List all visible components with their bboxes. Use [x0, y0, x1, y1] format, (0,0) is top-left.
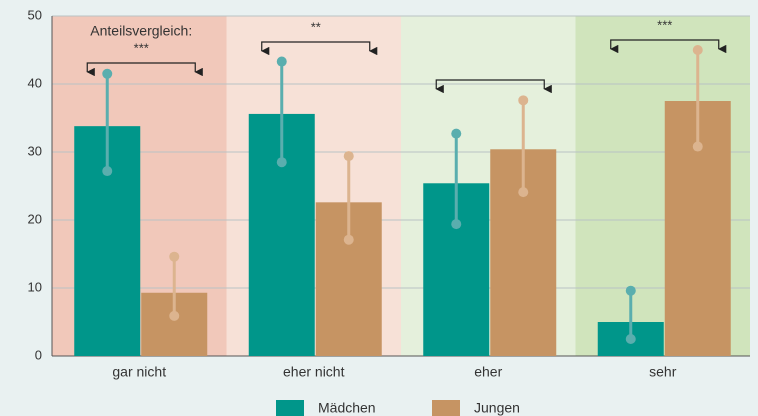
error-high [343, 151, 354, 162]
x-tick-label: eher nicht [283, 364, 345, 380]
error-low [518, 187, 529, 198]
y-tick-label: 40 [28, 75, 42, 90]
significance-bracket [609, 39, 727, 54]
y-tick-label: 30 [28, 143, 42, 158]
legend-label: Mädchen [318, 400, 376, 416]
error-high [451, 128, 462, 139]
error-low [692, 141, 703, 152]
significance-label: *** [657, 17, 672, 32]
error-low [102, 166, 113, 177]
significance-bracket [435, 79, 552, 94]
legend-label: Jungen [474, 400, 520, 416]
error-high [625, 285, 636, 296]
significance-bracket [86, 62, 203, 77]
y-tick-label: 10 [28, 279, 42, 294]
error-low [169, 310, 180, 321]
error-low [343, 234, 354, 245]
error-high [169, 251, 180, 262]
significance-label: *** [134, 40, 149, 55]
error-high [518, 95, 529, 106]
error-high [102, 68, 113, 79]
x-tick-label: eher [474, 364, 502, 380]
error-low [276, 157, 287, 168]
error-low [451, 219, 462, 230]
error-high [692, 45, 703, 55]
error-high [276, 56, 287, 67]
annotation: Anteilsvergleich: [90, 23, 192, 39]
x-tick-label: sehr [649, 364, 677, 380]
x-tick-label: gar nicht [112, 364, 166, 380]
error-low [625, 334, 636, 344]
significance-bracket [260, 41, 378, 56]
y-tick-label: 0 [35, 347, 42, 362]
y-tick-label: 20 [28, 211, 42, 226]
legend-swatch [432, 400, 460, 416]
legend-swatch [276, 400, 304, 416]
y-tick-label: 50 [28, 7, 42, 22]
significance-label: ** [311, 19, 321, 34]
